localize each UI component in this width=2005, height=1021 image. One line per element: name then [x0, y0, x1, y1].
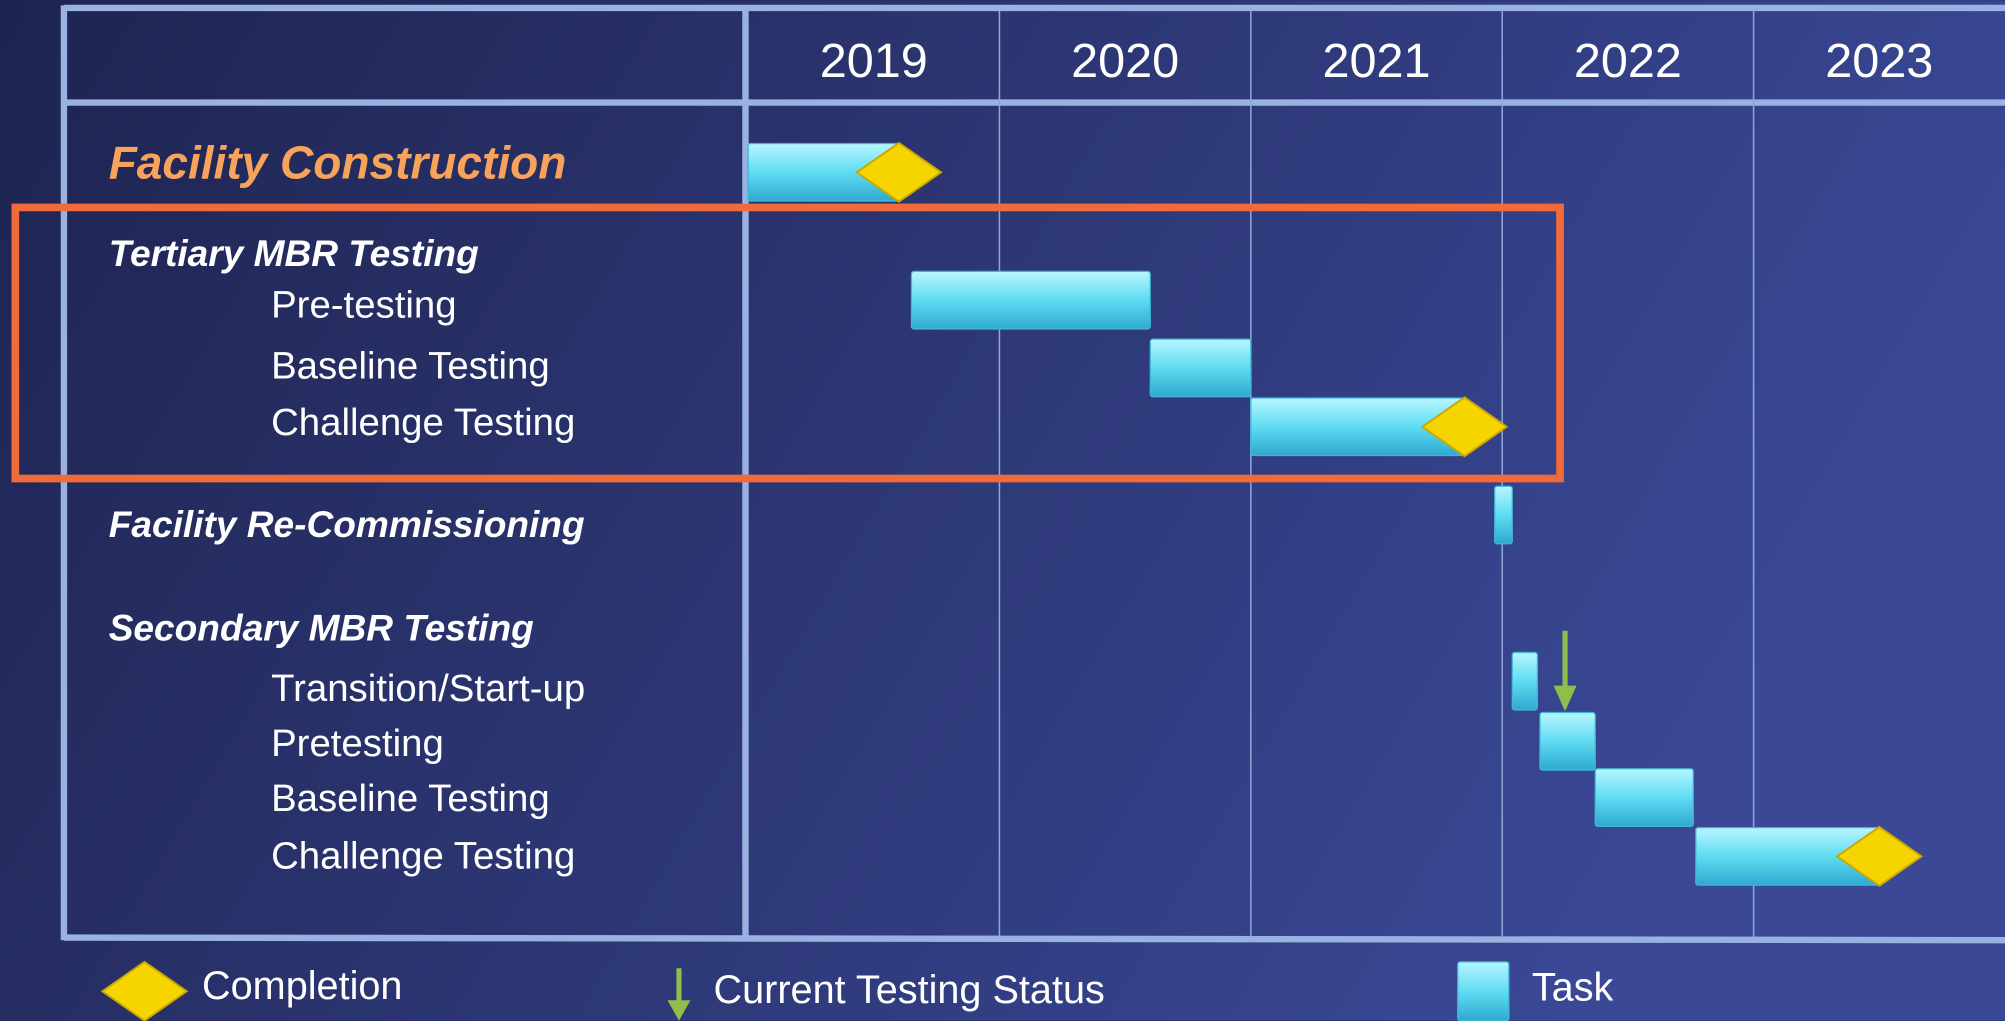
legend-label: Completion	[202, 964, 402, 1008]
legend-task-icon	[1457, 961, 1510, 1021]
task-bar	[1149, 338, 1252, 398]
x-tick-label: 2022	[1574, 34, 1682, 88]
frame	[60, 4, 2005, 944]
task-bar	[1494, 485, 1513, 545]
phase-label: Secondary MBR Testing	[109, 606, 534, 648]
x-tick-label: 2020	[1071, 34, 1179, 88]
completion-marker	[1835, 825, 1924, 887]
task-label: Pretesting	[271, 722, 444, 765]
task-bar	[1594, 768, 1694, 827]
rows: Facility Construction Tertiary MBR Testin…	[109, 137, 1924, 887]
completion-marker	[1420, 396, 1509, 458]
task-bar	[1511, 651, 1539, 711]
task-label: Transition/Start-up	[271, 667, 585, 710]
task-label: Pre-testing	[271, 283, 457, 326]
phase-label: Facility Re-Commissioning	[109, 503, 585, 545]
task-bar	[910, 270, 1151, 330]
grid: 2019 2020 2021 2022 2023	[820, 10, 1933, 938]
legend: Completion Current Testing Status Task	[100, 960, 1614, 1021]
completion-marker	[854, 141, 943, 203]
task-label: Baseline Testing	[271, 777, 550, 820]
phase-label: Facility Construction	[109, 137, 567, 189]
task-label: Challenge Testing	[271, 401, 575, 444]
legend-label: Task	[1532, 965, 1614, 1009]
task-label: Challenge Testing	[271, 834, 575, 877]
legend-completion-icon	[100, 960, 189, 1021]
x-tick-label: 2021	[1322, 34, 1430, 88]
phase-label: Tertiary MBR Testing	[109, 232, 479, 274]
legend-status-icon-head	[667, 1000, 691, 1021]
status-arrow-head	[1553, 685, 1577, 712]
task-bar	[1539, 711, 1596, 771]
x-tick-label: 2019	[820, 34, 928, 88]
task-label: Baseline Testing	[271, 345, 550, 388]
x-tick-label: 2023	[1825, 34, 1933, 88]
legend-label: Current Testing Status	[714, 968, 1105, 1012]
highlight-box	[11, 203, 1564, 483]
